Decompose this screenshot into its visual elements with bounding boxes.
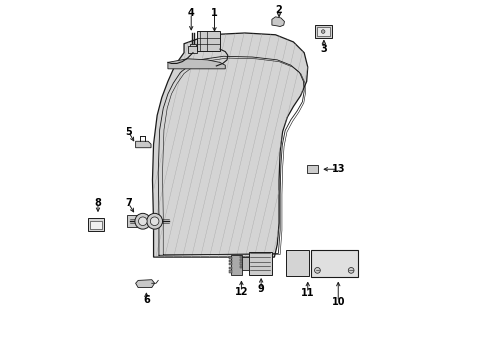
Text: 13: 13 bbox=[332, 164, 345, 174]
Bar bbox=[311, 250, 358, 277]
Bar bbox=[188, 46, 197, 53]
Text: 10: 10 bbox=[332, 297, 345, 307]
Text: 6: 6 bbox=[143, 295, 150, 305]
Polygon shape bbox=[168, 59, 225, 69]
Bar bbox=[191, 44, 196, 47]
Text: 4: 4 bbox=[188, 8, 195, 18]
Bar bbox=[248, 252, 272, 275]
Text: 5: 5 bbox=[125, 127, 132, 136]
Bar bbox=[90, 221, 101, 229]
Text: 2: 2 bbox=[276, 5, 282, 15]
Text: 1: 1 bbox=[211, 8, 218, 18]
Bar bbox=[307, 165, 318, 173]
Bar bbox=[231, 255, 242, 275]
Text: 11: 11 bbox=[301, 288, 315, 298]
Circle shape bbox=[315, 267, 320, 273]
Bar bbox=[240, 262, 242, 265]
Bar bbox=[229, 260, 232, 262]
Bar bbox=[126, 215, 137, 227]
Polygon shape bbox=[136, 141, 151, 148]
Bar bbox=[229, 257, 232, 259]
Text: 7: 7 bbox=[125, 198, 132, 208]
Text: 12: 12 bbox=[235, 287, 248, 297]
Circle shape bbox=[150, 217, 159, 226]
Polygon shape bbox=[152, 33, 308, 257]
Bar bbox=[317, 27, 330, 36]
Bar bbox=[229, 263, 232, 265]
Circle shape bbox=[321, 30, 325, 33]
Polygon shape bbox=[136, 280, 155, 288]
Bar bbox=[240, 259, 242, 261]
Bar bbox=[240, 256, 242, 258]
Bar bbox=[196, 31, 220, 51]
Circle shape bbox=[348, 267, 354, 273]
Polygon shape bbox=[272, 17, 285, 27]
Circle shape bbox=[135, 213, 151, 229]
Text: 8: 8 bbox=[95, 198, 101, 208]
Bar bbox=[286, 250, 309, 276]
Bar bbox=[242, 257, 249, 270]
Bar bbox=[240, 266, 242, 268]
Text: 9: 9 bbox=[258, 284, 265, 294]
Text: 3: 3 bbox=[320, 44, 327, 54]
Circle shape bbox=[147, 213, 163, 229]
Circle shape bbox=[139, 217, 147, 226]
Bar bbox=[315, 25, 332, 39]
Bar bbox=[229, 270, 232, 273]
Bar bbox=[88, 219, 104, 231]
Bar bbox=[229, 267, 232, 269]
